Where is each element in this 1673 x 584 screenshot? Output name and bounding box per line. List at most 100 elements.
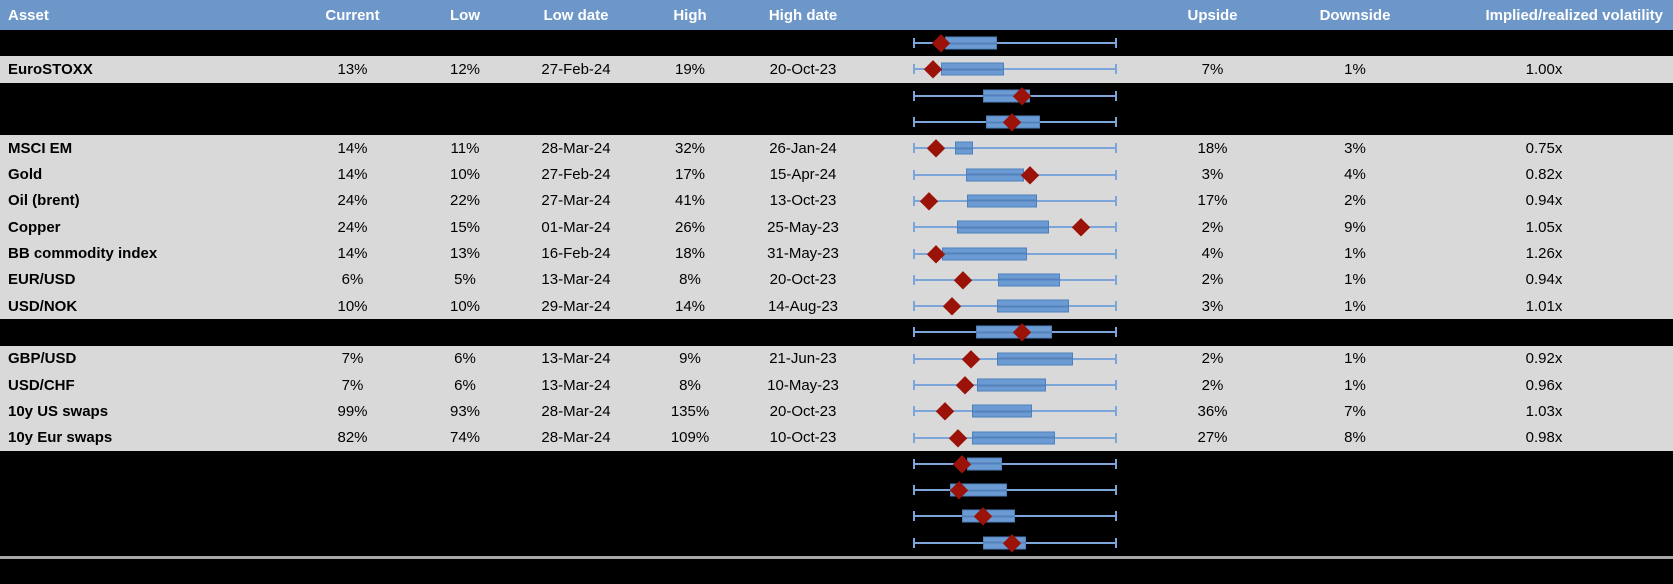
whisker-cap-left-icon [913, 222, 915, 233]
whisker-cap-left-icon [913, 380, 915, 390]
high-cell: 41% [674, 192, 706, 210]
upside-cell: 2% [1201, 218, 1224, 236]
whisker-line [913, 42, 1117, 45]
high-date-cell: 25-May-23 [767, 218, 839, 236]
implied-realized-volatility-cell: 0.94x [1525, 271, 1563, 289]
range-box [957, 220, 1050, 234]
range-boxplot [863, 293, 1130, 319]
downside-cell: 1% [1344, 271, 1366, 289]
range-box [971, 404, 1032, 418]
range-boxplot [863, 372, 1130, 398]
high-date-cell: 10-Oct-23 [769, 429, 837, 447]
asset-name-cell: BB commodity index [8, 245, 158, 263]
whisker-cap-left-icon [913, 64, 915, 75]
downside-cell: 1% [1344, 350, 1366, 368]
whisker-track [913, 372, 1117, 398]
current-cell: 14% [337, 139, 368, 157]
whisker-track [913, 135, 1117, 161]
whisker-track [913, 319, 1117, 345]
table-row [0, 30, 1673, 57]
whisker-cap-right-icon [1115, 169, 1117, 180]
range-box [940, 62, 1004, 76]
whisker-line [913, 515, 1117, 518]
current-cell: 24% [337, 218, 368, 236]
upside-cell: 2% [1201, 350, 1224, 368]
table-row: Gold 14% 10% 27-Feb-24 17% 15-Apr-24 3% … [0, 161, 1673, 188]
range-box [967, 194, 1038, 208]
whisker-track [913, 530, 1117, 556]
whisker-track [913, 188, 1117, 214]
current-cell: 99% [337, 402, 368, 420]
table-row [0, 503, 1673, 530]
implied-realized-volatility-cell: 1.01x [1525, 297, 1563, 315]
implied-realized-volatility-cell: 1.05x [1525, 218, 1563, 236]
low-date-cell: 28-Mar-24 [541, 429, 611, 447]
whisker-cap-right-icon [1115, 406, 1117, 417]
range-boxplot [863, 135, 1130, 161]
low-date-cell: 28-Mar-24 [541, 402, 611, 420]
high-cell: 109% [670, 429, 710, 447]
range-boxplot [863, 503, 1130, 529]
whisker-cap-left-icon [913, 432, 915, 443]
asset-name-cell: MSCI EM [8, 139, 73, 157]
column-header-implied-realized-volatility: Implied/realized volatility [1485, 6, 1663, 24]
whisker-cap-right-icon [1115, 511, 1117, 522]
whisker-cap-left-icon [913, 274, 915, 285]
whisker-cap-left-icon [913, 485, 915, 496]
asset-name-cell: Oil (brent) [8, 192, 80, 210]
whisker-cap-right-icon [1115, 143, 1117, 154]
table-row: USD/CHF 7% 6% 13-Mar-24 8% 10-May-23 2% … [0, 371, 1673, 399]
downside-cell: 3% [1344, 139, 1366, 157]
range-boxplot [863, 240, 1130, 266]
high-date-cell: 10-May-23 [767, 376, 839, 394]
table-row [0, 108, 1673, 136]
whisker-track [913, 424, 1117, 450]
low-cell: 22% [449, 192, 481, 210]
implied-realized-volatility-cell: 1.03x [1525, 402, 1563, 420]
current-diamond-icon [924, 60, 942, 79]
column-header-current: Current [325, 6, 380, 24]
downside-cell: 2% [1344, 192, 1366, 210]
implied-realized-volatility-cell: 1.26x [1525, 245, 1563, 263]
asset-name-cell: Gold [8, 166, 43, 184]
high-cell: 17% [674, 166, 706, 184]
range-box [997, 352, 1073, 366]
current-diamond-icon [927, 139, 946, 158]
whisker-cap-right-icon [1115, 90, 1117, 101]
whisker-cap-right-icon [1115, 64, 1117, 75]
high-date-cell: 21-Jun-23 [769, 350, 837, 368]
table-row: GBP/USD 7% 6% 13-Mar-24 9% 21-Jun-23 2% … [0, 345, 1673, 372]
whisker-track [913, 56, 1117, 82]
low-date-cell: 28-Mar-24 [541, 139, 611, 157]
current-diamond-icon [953, 270, 972, 289]
whisker-track [913, 267, 1117, 293]
whisker-cap-left-icon [913, 143, 915, 154]
upside-cell: 18% [1197, 139, 1228, 157]
asset-name-cell: EUR/USD [8, 271, 76, 289]
high-cell: 14% [674, 297, 706, 315]
column-header-asset: Asset [8, 6, 49, 24]
table-row: EUR/USD 6% 5% 13-Mar-24 8% 20-Oct-23 2% … [0, 266, 1673, 293]
current-diamond-icon [949, 428, 967, 447]
current-cell: 7% [341, 376, 364, 394]
whisker-track [913, 83, 1117, 109]
range-box [997, 299, 1070, 313]
whisker-line [913, 462, 1117, 465]
whisker-cap-left-icon [913, 195, 915, 206]
whisker-cap-right-icon [1115, 195, 1117, 206]
table-row: BB commodity index 14% 13% 16-Feb-24 18%… [0, 240, 1673, 267]
low-date-cell: 27-Feb-24 [541, 60, 611, 78]
whisker-line [913, 489, 1117, 492]
whisker-cap-right-icon [1115, 353, 1117, 364]
table-row [0, 450, 1673, 478]
implied-realized-volatility-cell: 0.92x [1525, 350, 1563, 368]
high-cell: 32% [674, 139, 706, 157]
downside-cell: 1% [1344, 245, 1366, 263]
table-row: MSCI EM 14% 11% 28-Mar-24 32% 26-Jan-24 … [0, 135, 1673, 162]
high-cell: 19% [674, 60, 706, 78]
range-boxplot [863, 56, 1130, 82]
whisker-track [913, 240, 1117, 266]
range-boxplot [863, 214, 1130, 240]
range-box [941, 247, 1028, 261]
